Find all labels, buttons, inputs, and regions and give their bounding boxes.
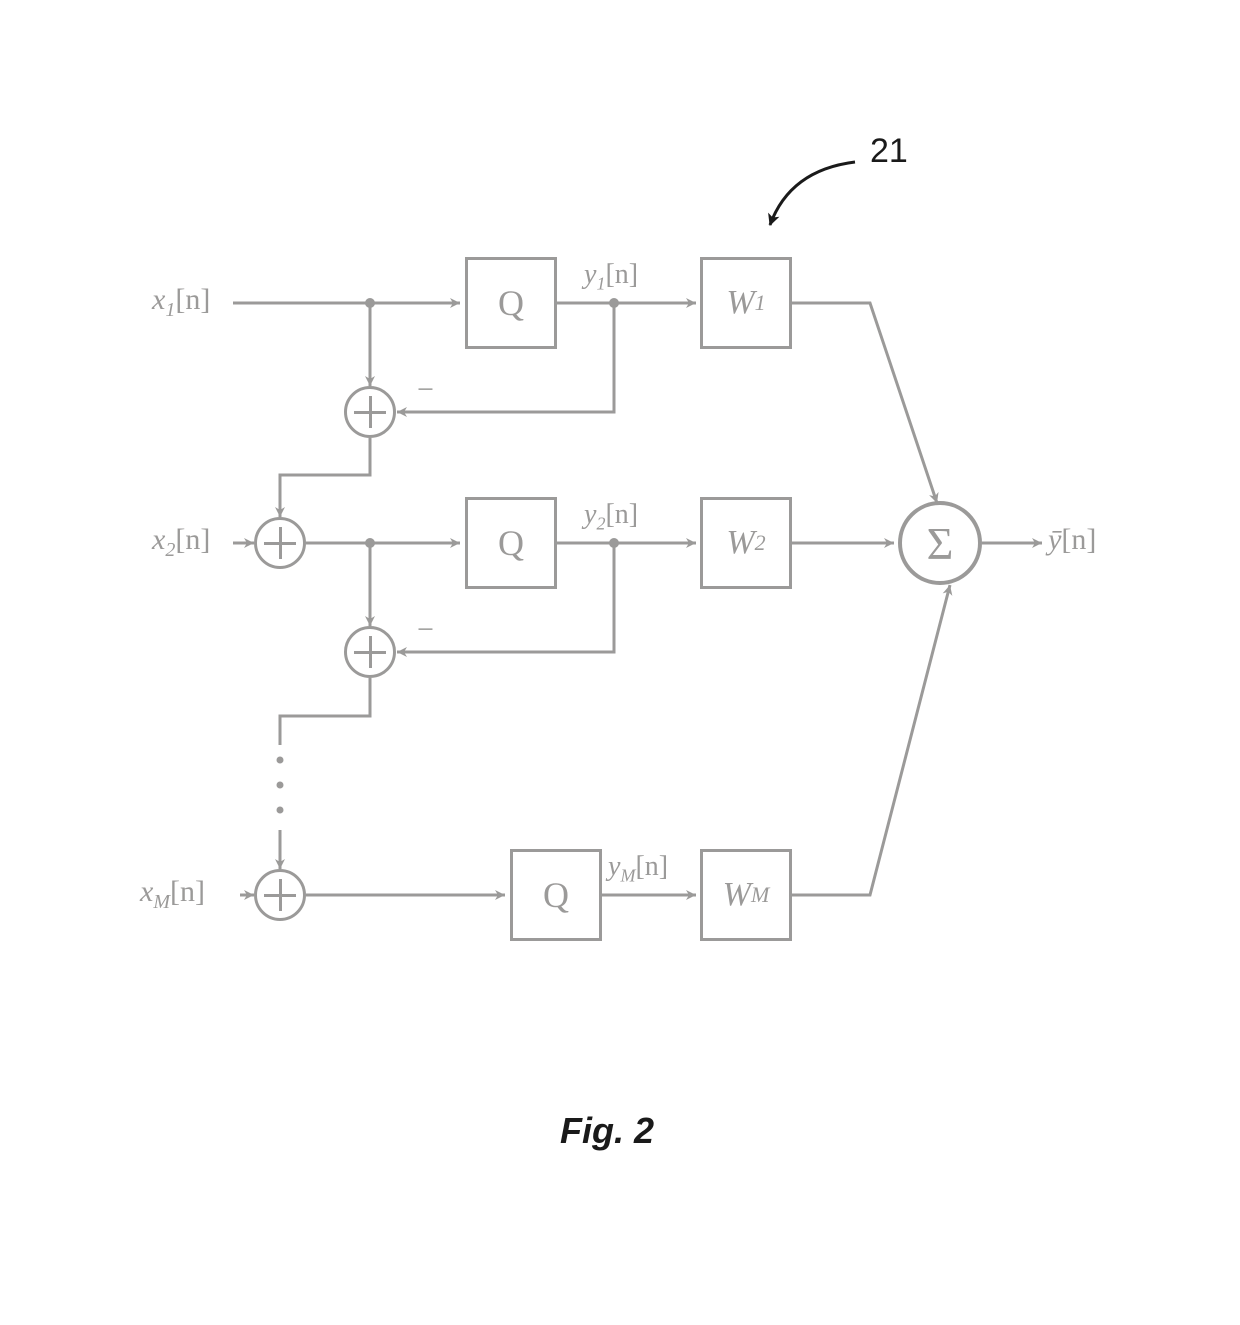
signal-xM: xM[n] <box>140 875 205 914</box>
x2-base: x <box>152 523 165 556</box>
quantizer-block-M: Q <box>510 849 602 941</box>
minus-sign-1: − <box>417 373 434 407</box>
weight-block-M: WM <box>700 849 792 941</box>
error-adder-1 <box>344 386 396 438</box>
sigma-symbol: Σ <box>927 517 954 570</box>
summation-node: Σ <box>898 501 982 585</box>
yM-base: y <box>608 851 620 882</box>
minus-sign-2: − <box>417 613 434 647</box>
xM-sub: M <box>153 891 170 913</box>
y2-arg: [n] <box>605 499 638 530</box>
q2-label: Q <box>498 522 524 564</box>
xM-arg: [n] <box>170 875 205 908</box>
x1-base: x <box>152 283 165 316</box>
refnum-text: 21 <box>870 132 908 170</box>
weight-block-1: W1 <box>700 257 792 349</box>
weight-block-2: W2 <box>700 497 792 589</box>
wM-sub: M <box>751 882 769 908</box>
signal-y1: y1[n] <box>584 259 638 295</box>
w2-sub: 2 <box>755 530 766 556</box>
signal-output: ȳ[n] <box>1048 523 1096 557</box>
w1-base: W <box>726 284 754 322</box>
x1-sub: 1 <box>165 299 175 321</box>
x2-arg: [n] <box>175 523 210 556</box>
signal-y2: y2[n] <box>584 499 638 535</box>
yM-sub: M <box>620 866 635 886</box>
wM-base: W <box>723 876 751 914</box>
x1-arg: [n] <box>175 283 210 316</box>
x2-sub: 2 <box>165 539 175 561</box>
y2-base: y <box>584 499 596 530</box>
w1-sub: 1 <box>755 290 766 316</box>
error-adder-2 <box>344 626 396 678</box>
quantizer-block-1: Q <box>465 257 557 349</box>
input-adder-M <box>254 869 306 921</box>
yM-arg: [n] <box>635 851 668 882</box>
reference-numeral: 21 <box>870 132 908 171</box>
xM-base: x <box>140 875 153 908</box>
y1-arg: [n] <box>605 259 638 290</box>
minus-2-text: − <box>417 613 434 646</box>
figure-caption: Fig. 2 <box>560 1110 654 1152</box>
q1-label: Q <box>498 282 524 324</box>
quantizer-block-2: Q <box>465 497 557 589</box>
figure-canvas: Q Q Q W1 W2 WM Σ − − x1[n] x2[n] xM[n] y… <box>0 0 1240 1325</box>
y1-base: y <box>584 259 596 290</box>
signal-x1: x1[n] <box>152 283 210 322</box>
w2-base: W <box>726 524 754 562</box>
qM-label: Q <box>543 874 569 916</box>
input-adder-2 <box>254 517 306 569</box>
minus-1-text: − <box>417 373 434 406</box>
signal-yM: yM[n] <box>608 851 668 887</box>
out-base: ȳ <box>1048 523 1061 556</box>
out-arg: [n] <box>1061 523 1096 556</box>
signal-x2: x2[n] <box>152 523 210 562</box>
caption-text: Fig. 2 <box>560 1110 654 1151</box>
